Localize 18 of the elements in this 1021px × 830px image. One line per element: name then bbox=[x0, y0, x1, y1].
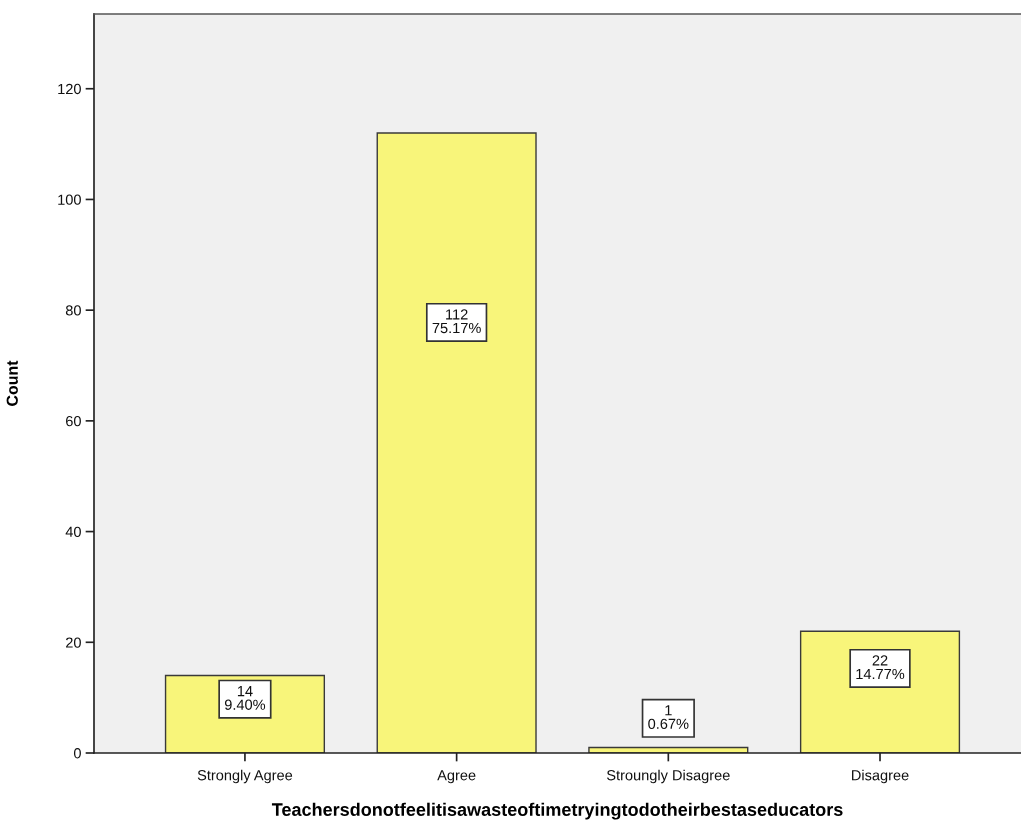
y-tick-label: 80 bbox=[65, 305, 81, 316]
data-label: 112 75.17% bbox=[432, 309, 481, 334]
x-tick-label: Disagree bbox=[852, 769, 909, 784]
y-tick-label: 20 bbox=[66, 637, 81, 648]
x-axis-title: Teachersdonotfeelitisawasteoftimetryingtodotheirbestaseducators bbox=[271, 802, 843, 820]
data-label: 14 9.40% bbox=[224, 686, 266, 710]
bar bbox=[376, 132, 537, 753]
y-tick-label: 120 bbox=[58, 83, 81, 95]
y-tick-label: 100 bbox=[58, 194, 81, 205]
data-label: 1 0.67% bbox=[648, 705, 689, 729]
y-tick-label: 40 bbox=[65, 526, 81, 537]
x-tick-label: Agree bbox=[437, 770, 476, 784]
data-label: 22 14.77% bbox=[856, 655, 905, 680]
y-tick-label: 60 bbox=[66, 415, 81, 427]
x-tick-label: Stroungly Disagree bbox=[606, 769, 730, 784]
x-tick-label: Strongly Agree bbox=[197, 769, 293, 784]
y-tick-label: 0 bbox=[73, 748, 81, 759]
y-axis-title: Count bbox=[6, 360, 18, 406]
